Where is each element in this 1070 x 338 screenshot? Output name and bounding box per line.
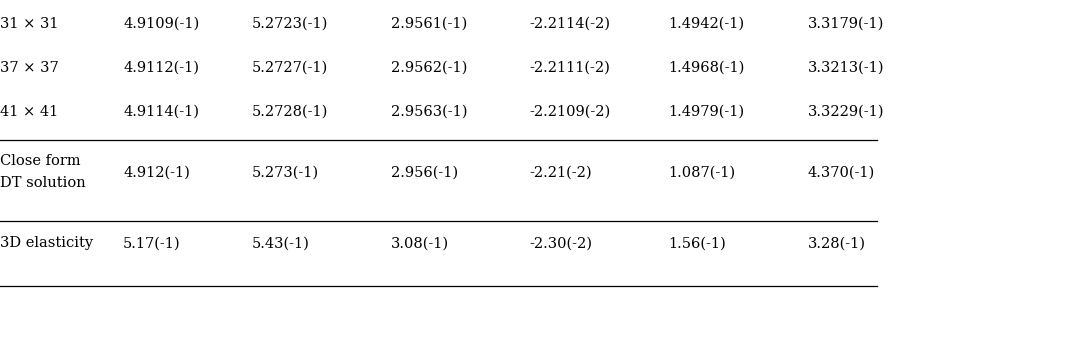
Text: 1.087(-1): 1.087(-1)	[669, 165, 736, 179]
Text: 5.2723(-1): 5.2723(-1)	[251, 17, 327, 31]
Text: 3.3213(-1): 3.3213(-1)	[808, 61, 884, 75]
Text: 4.9109(-1): 4.9109(-1)	[123, 17, 199, 31]
Text: 1.4942(-1): 1.4942(-1)	[669, 17, 745, 31]
Text: 5.2728(-1): 5.2728(-1)	[251, 104, 327, 119]
Text: 1.4979(-1): 1.4979(-1)	[669, 104, 745, 119]
Text: -2.2111(-2): -2.2111(-2)	[530, 61, 611, 75]
Text: 2.9562(-1): 2.9562(-1)	[391, 61, 467, 75]
Text: 41 × 41: 41 × 41	[0, 104, 58, 119]
Text: 31 × 31: 31 × 31	[0, 17, 59, 31]
Text: 4.912(-1): 4.912(-1)	[123, 165, 190, 179]
Text: 3D elasticity: 3D elasticity	[0, 236, 93, 250]
Text: 2.9561(-1): 2.9561(-1)	[391, 17, 467, 31]
Text: -2.2109(-2): -2.2109(-2)	[530, 104, 611, 119]
Text: -2.21(-2): -2.21(-2)	[530, 165, 593, 179]
Text: 1.4968(-1): 1.4968(-1)	[669, 61, 745, 75]
Text: 1.56(-1): 1.56(-1)	[669, 236, 727, 250]
Text: Close form: Close form	[0, 154, 80, 168]
Text: 2.9563(-1): 2.9563(-1)	[391, 104, 467, 119]
Text: -2.2114(-2): -2.2114(-2)	[530, 17, 611, 31]
Text: 3.28(-1): 3.28(-1)	[808, 236, 866, 250]
Text: -2.30(-2): -2.30(-2)	[530, 236, 593, 250]
Text: DT solution: DT solution	[0, 176, 86, 190]
Text: 4.370(-1): 4.370(-1)	[808, 165, 875, 179]
Text: 5.43(-1): 5.43(-1)	[251, 236, 309, 250]
Text: 2.956(-1): 2.956(-1)	[391, 165, 458, 179]
Text: 4.9112(-1): 4.9112(-1)	[123, 61, 199, 75]
Text: 3.08(-1): 3.08(-1)	[391, 236, 448, 250]
Text: 5.17(-1): 5.17(-1)	[123, 236, 181, 250]
Text: 3.3229(-1): 3.3229(-1)	[808, 104, 884, 119]
Text: 5.2727(-1): 5.2727(-1)	[251, 61, 327, 75]
Text: 4.9114(-1): 4.9114(-1)	[123, 104, 199, 119]
Text: 37 × 37: 37 × 37	[0, 61, 59, 75]
Text: 3.3179(-1): 3.3179(-1)	[808, 17, 884, 31]
Text: 5.273(-1): 5.273(-1)	[251, 165, 319, 179]
